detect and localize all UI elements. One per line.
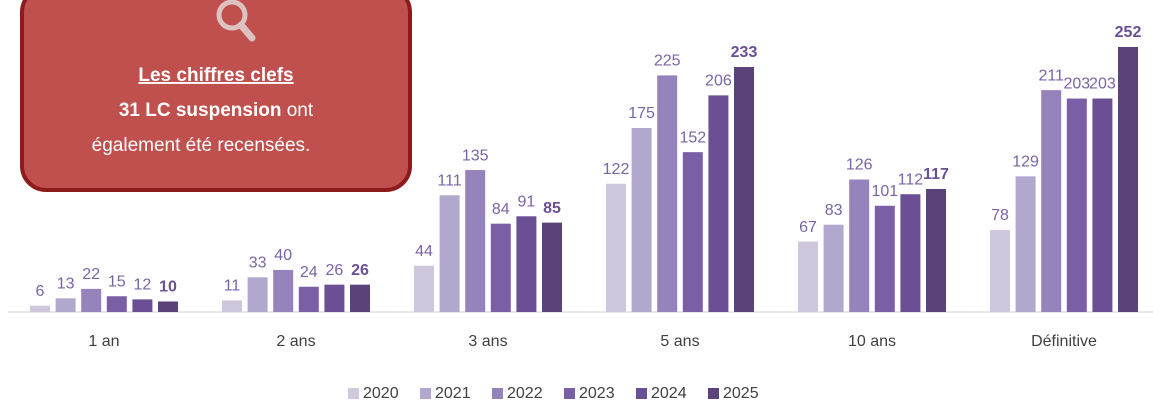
legend-swatch (420, 388, 431, 399)
bar (55, 298, 76, 312)
bar (30, 305, 50, 312)
data-label: 211 (1038, 67, 1064, 84)
data-label: 44 (415, 243, 433, 260)
data-label: 203 (1089, 76, 1116, 93)
bar (1066, 98, 1087, 313)
bar (247, 277, 268, 312)
bar (734, 66, 754, 312)
x-tick-label: Définitive (1031, 333, 1097, 350)
legend-swatch (492, 388, 503, 399)
data-label: 233 (731, 44, 758, 61)
bar (414, 265, 434, 312)
bar (849, 179, 870, 312)
bar (606, 183, 626, 312)
callout-line2: également été recensées. (92, 135, 311, 156)
callout-rest: ont (281, 100, 313, 121)
bar (798, 241, 818, 312)
data-label: 175 (628, 105, 655, 122)
data-label: 10 (159, 279, 177, 296)
bar (132, 299, 153, 312)
legend-label: 2022 (507, 385, 543, 402)
legend-swatch (564, 388, 575, 399)
bar (81, 288, 102, 312)
x-tick-label: 2 ans (276, 333, 315, 350)
data-label: 126 (846, 157, 873, 174)
data-label: 206 (705, 73, 732, 90)
data-label: 112 (898, 171, 924, 188)
bar (1015, 176, 1036, 312)
data-label: 15 (108, 273, 126, 290)
bar (1041, 90, 1062, 312)
data-label: 12 (134, 277, 152, 294)
data-label: 11 (224, 278, 241, 295)
bar (657, 75, 678, 313)
bar (350, 284, 370, 312)
bar (708, 95, 729, 312)
legend-swatch (348, 388, 359, 399)
data-label: 78 (991, 207, 1009, 224)
bar (222, 300, 242, 312)
legend-label: 2023 (579, 385, 615, 402)
data-label: 67 (799, 219, 817, 236)
bar (516, 216, 537, 312)
data-label: 129 (1012, 154, 1039, 171)
callout-line1: 31 LC suspension ont (119, 100, 314, 121)
data-label: 225 (654, 53, 681, 70)
data-label: 117 (923, 166, 949, 183)
bar (900, 194, 921, 312)
data-label: 6 (36, 283, 45, 300)
search-icon (216, 0, 256, 42)
legend-label: 2021 (435, 385, 471, 402)
data-label: 122 (603, 161, 630, 178)
data-label: 33 (249, 255, 267, 272)
bar (273, 269, 294, 312)
data-label: 85 (543, 200, 561, 217)
bar (631, 127, 652, 312)
legend-swatch (708, 388, 719, 399)
data-label: 83 (825, 202, 843, 219)
bar (439, 195, 460, 312)
data-label: 84 (492, 201, 510, 218)
bar (1118, 47, 1138, 312)
legend-label: 2020 (363, 385, 399, 402)
data-label: 24 (300, 264, 318, 281)
x-tick-label: 10 ans (848, 333, 896, 350)
legend-swatch (636, 388, 647, 399)
legend-label: 2025 (723, 385, 759, 402)
data-label: 91 (518, 194, 536, 211)
bar (106, 296, 127, 312)
bar (158, 301, 178, 312)
data-label: 40 (274, 247, 292, 264)
data-label: 135 (462, 147, 489, 164)
x-tick-label: 5 ans (660, 333, 699, 350)
data-label: 26 (326, 262, 344, 279)
bar (990, 229, 1010, 312)
bar (542, 222, 562, 312)
data-label: 203 (1063, 76, 1090, 93)
bar (823, 224, 844, 312)
bar (926, 188, 946, 312)
bar (465, 170, 486, 312)
bar (298, 286, 319, 312)
x-tick-label: 1 an (88, 333, 119, 350)
data-label: 111 (437, 172, 461, 189)
callout: Les chiffres clefs 31 LC suspension ont … (20, 0, 412, 192)
callout-bold: 31 LC suspension (119, 100, 282, 121)
data-label: 252 (1115, 24, 1142, 41)
bar (490, 223, 511, 312)
data-label: 101 (871, 183, 898, 200)
bar (682, 152, 703, 312)
legend-label: 2024 (651, 385, 687, 402)
data-label: 22 (82, 266, 100, 283)
data-label: 26 (351, 262, 369, 279)
data-label: 13 (57, 276, 75, 293)
callout-box (20, 0, 412, 192)
bar (1092, 98, 1113, 313)
x-tick-label: 3 ans (468, 333, 507, 350)
bar (324, 284, 345, 312)
bar (874, 205, 895, 312)
callout-title: Les chiffres clefs (138, 65, 293, 86)
data-label: 152 (679, 129, 706, 146)
